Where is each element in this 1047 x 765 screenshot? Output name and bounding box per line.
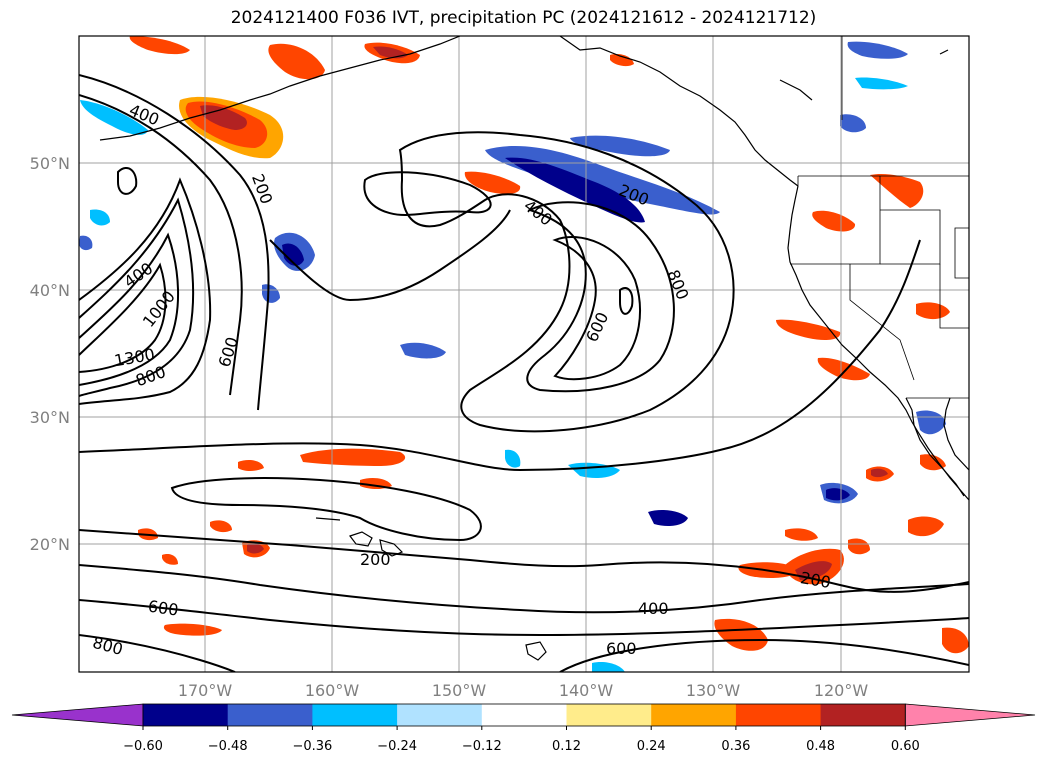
colorbar-segment (566, 704, 652, 726)
colorbar-tick-label: 0.24 (637, 739, 666, 754)
colorbar-segment (735, 704, 822, 726)
lat-label-40n: 40°N (30, 281, 70, 300)
latitude-labels: 50°N 40°N 30°N 20°N (30, 154, 70, 554)
colorbar-tick-label: −0.24 (377, 739, 417, 754)
coastlines (99, 36, 969, 661)
lon-label-160w: 160°W (305, 681, 360, 700)
political-borders (790, 36, 969, 399)
lon-label-170w: 170°W (178, 681, 233, 700)
contour-label: 600 (606, 639, 637, 658)
lon-label-130w: 130°W (686, 681, 741, 700)
colorbar-segment (227, 704, 313, 726)
colorbar-segment (397, 704, 483, 726)
colorbar-segment (820, 704, 906, 726)
map-frame (78, 35, 970, 673)
contour-label: 600 (147, 597, 180, 620)
map-title: 2024121400 F036 IVT, precipitation PC (2… (230, 8, 817, 28)
colorbar-segment (481, 704, 567, 726)
colorbar-segment (312, 704, 398, 726)
colorbar-tick-label: 0.36 (721, 739, 750, 754)
colorbar-tick-label: 0.60 (891, 739, 920, 754)
colorbar-segment (651, 704, 737, 726)
colorbar-extend-high (904, 703, 1036, 727)
longitude-labels: 170°W 160°W 150°W 140°W 130°W 120°W (178, 681, 869, 700)
colorbar-tick-label: −0.48 (208, 739, 248, 754)
colorbar-tick-label: 0.48 (806, 739, 835, 754)
lat-label-50n: 50°N (30, 154, 70, 173)
lon-label-140w: 140°W (559, 681, 614, 700)
lat-label-30n: 30°N (30, 408, 70, 427)
colorbar-tick-label: −0.60 (123, 739, 163, 754)
lon-label-150w: 150°W (432, 681, 487, 700)
colorbar: −0.60 −0.48 −0.36 −0.24 −0.12 0.12 0.24 0.36 0.4… (11, 703, 1036, 754)
colorbar-tick-label: −0.12 (462, 739, 502, 754)
lon-label-120w: 120°W (814, 681, 869, 700)
contour-label: 200 (360, 550, 391, 569)
colorbar-outline (142, 703, 906, 727)
colorbar-segment (143, 704, 229, 726)
colorbar-tick-label: 0.12 (552, 739, 581, 754)
lat-label-20n: 20°N (30, 535, 70, 554)
colorbar-tick-label: −0.36 (292, 739, 332, 754)
ivt-contours (79, 74, 969, 672)
colorbar-extend-low (11, 703, 144, 727)
contour-label: 400 (638, 599, 669, 618)
